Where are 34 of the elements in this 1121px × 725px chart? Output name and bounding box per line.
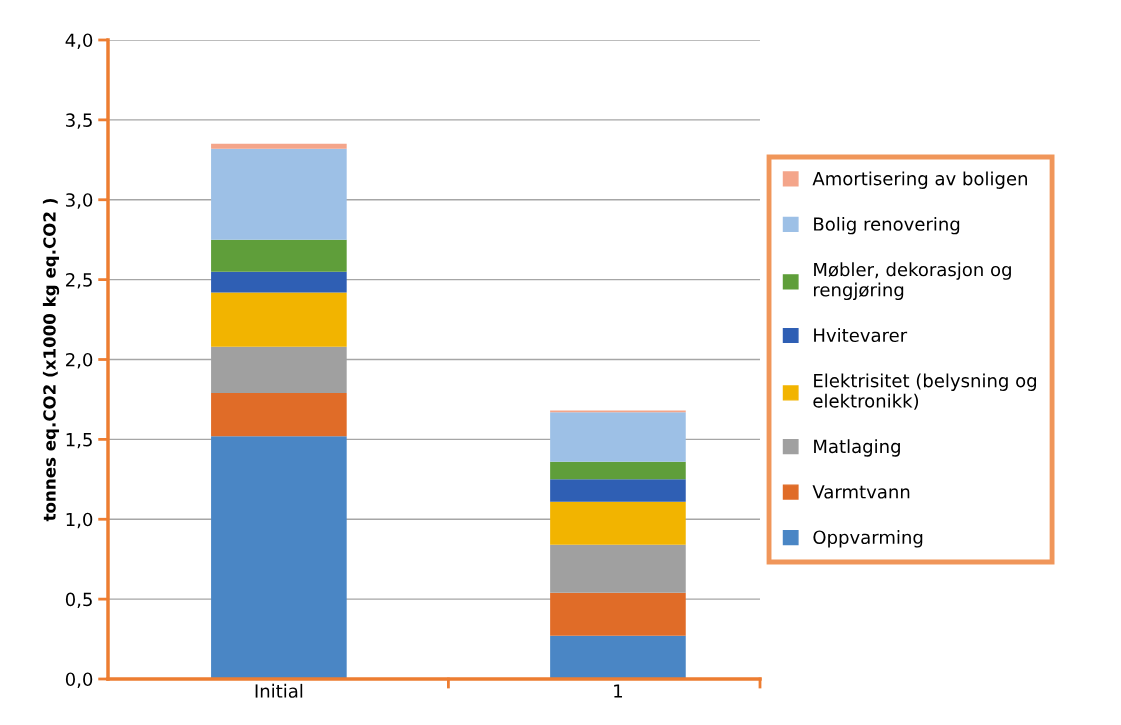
bar (211, 143, 347, 149)
bar (211, 393, 347, 437)
legend-label: Matlaging (814, 439, 900, 457)
legend-label: Møbler, dekorasjon og rengjøring (814, 262, 1011, 301)
legend-label: Bolig renovering (814, 216, 960, 235)
y-tick-label: 4,0 (65, 33, 93, 49)
bar (211, 271, 347, 293)
bar (550, 592, 686, 636)
bar (550, 461, 686, 480)
y-tick-label: 3,0 (66, 193, 93, 209)
bar (550, 544, 686, 593)
legend-label: Amortisering av boligen (812, 171, 1027, 189)
y-tick-label: 2,0 (66, 352, 93, 369)
y-tick-label: 1,0 (66, 512, 93, 529)
bar (211, 436, 347, 679)
legend-label: Varmtvann (812, 485, 910, 499)
legend-label: Oppvarming (813, 530, 923, 548)
y-tick-label: 0,5 (65, 592, 92, 609)
legend-label: Elektrisitet (belysning og elektronikk) (813, 373, 1036, 410)
y-tick-label: 3,5 (66, 113, 92, 129)
legend-label: Hvitevarer (814, 328, 908, 343)
bar (550, 501, 686, 545)
y-tick-label: 1,5 (66, 433, 92, 449)
y-tick-label: 2,5 (66, 273, 92, 289)
x-tick-label: Initial (255, 683, 303, 698)
y-tick-label: 0,0 (65, 672, 93, 688)
bar (550, 635, 686, 679)
bar (550, 412, 686, 462)
bar (550, 479, 686, 502)
bar (211, 239, 347, 272)
bar (211, 148, 347, 240)
y-axis-title: tonnes eq.CO2 (x1000 kg eq.CO2 ) (42, 198, 60, 522)
bar (211, 292, 347, 347)
x-tick-label: 1 (614, 684, 623, 698)
